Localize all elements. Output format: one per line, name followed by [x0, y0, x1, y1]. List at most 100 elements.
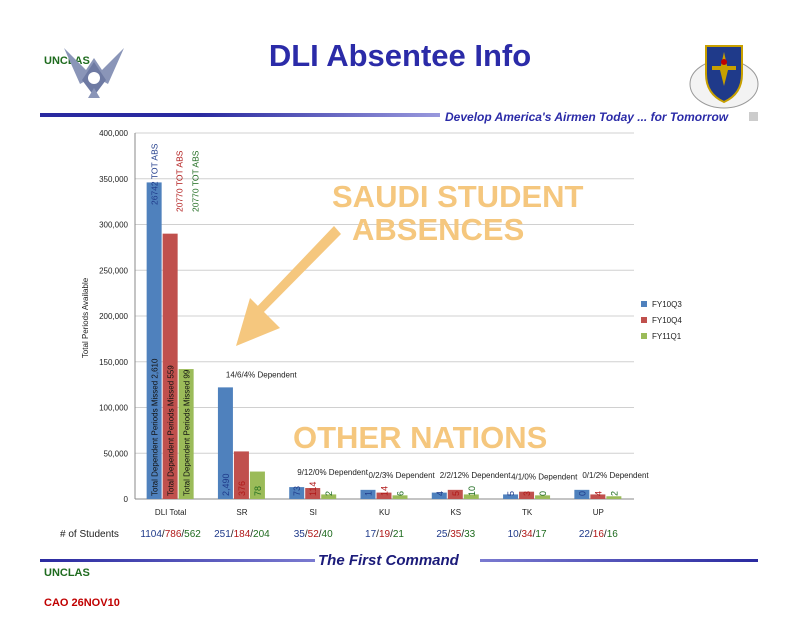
students-separator: /: [250, 529, 253, 540]
bar-fy11q1: [321, 494, 337, 499]
date-code: CAO 26NOV10: [44, 597, 120, 609]
legend-swatch: [641, 333, 647, 339]
students-value: 34: [522, 529, 534, 540]
students-value: 251: [214, 529, 231, 540]
students-value: 21: [393, 529, 405, 540]
x-tick-label: KU: [379, 508, 390, 517]
bar-value-label: 376: [237, 481, 247, 496]
bar-value-label: 4: [593, 491, 603, 496]
students-separator: /: [305, 529, 308, 540]
students-row-label: # of Students: [60, 529, 119, 540]
students-count: 17/19/21: [365, 529, 404, 540]
students-value: 33: [464, 529, 476, 540]
students-count: 1104/786/562: [140, 529, 201, 540]
bar-value-label: 73: [292, 486, 302, 496]
bar-value-label: 5: [451, 491, 461, 496]
bar-value-label: 10: [467, 486, 477, 496]
air-force-wings-icon: [64, 48, 124, 98]
overlay-arrow: [236, 226, 341, 346]
students-value: 22: [579, 529, 591, 540]
y-tick-label: 250,000: [99, 266, 128, 275]
dependent-label: 0/2/3% Dependent: [369, 471, 436, 480]
bar-value-label: 5: [506, 491, 516, 496]
legend-label: FY10Q3: [652, 300, 682, 309]
aetc-shield-icon: [689, 45, 759, 109]
y-tick-label: 200,000: [99, 312, 128, 321]
bar-fy10q3: [503, 494, 519, 499]
bar-fy11q1: [463, 494, 479, 499]
y-tick-label: 300,000: [99, 221, 128, 230]
students-separator: /: [231, 529, 234, 540]
bar-fy10q4: [233, 451, 249, 499]
bar-fy10q4: [590, 494, 606, 499]
y-tick-label: 150,000: [99, 358, 128, 367]
students-value: 786: [165, 529, 182, 540]
bar-value-label: Total Dependent Periods Missed 99: [183, 369, 192, 496]
bar-fy11q1: [392, 495, 408, 499]
bar-fy10q3: [146, 182, 162, 499]
bar-fy11q1: [178, 369, 194, 499]
bar-fy10q3: [431, 492, 447, 499]
bar-fy11q1: [249, 471, 265, 499]
legend-swatch: [641, 301, 647, 307]
y-tick-label: 100,000: [99, 404, 128, 413]
bar-value-label: 6: [396, 491, 406, 496]
chart-legend: FY10Q3 FY10Q4 FY11Q1: [641, 300, 682, 341]
overlay-saudi-line1: SAUDI STUDENT: [332, 179, 584, 214]
bar-fy10q3: [289, 487, 305, 499]
legend-label: FY10Q4: [652, 316, 682, 325]
students-value: 17: [535, 529, 547, 540]
students-value: 1104: [140, 529, 162, 540]
total-absences-label: 20770 TOT ABS: [175, 150, 185, 212]
x-tick-label: KS: [450, 508, 461, 517]
x-tick-label: DLI Total: [155, 508, 187, 517]
chart-bars: [146, 182, 622, 499]
bar-value-label: 2: [609, 491, 619, 496]
students-separator: /: [376, 529, 379, 540]
bar-fy10q4: [305, 488, 321, 499]
footer-rule-left: [40, 559, 315, 562]
students-separator: /: [533, 529, 536, 540]
students-value: 184: [234, 529, 251, 540]
students-separator: /: [461, 529, 464, 540]
y-tick-label: 0: [124, 495, 129, 504]
x-tick-label: UP: [593, 508, 604, 517]
students-value: 562: [184, 529, 201, 540]
header-rule: [40, 113, 440, 117]
students-count: 25/35/33: [436, 529, 475, 540]
page-title: DLI Absentee Info: [268, 38, 532, 73]
bar-value-label: 78: [253, 486, 263, 496]
students-value: 25: [436, 529, 448, 540]
bar-value-label: 0: [538, 491, 548, 496]
bar-fy10q4: [519, 491, 535, 499]
dependent-label: 9/12/0% Dependent: [297, 468, 369, 477]
y-tick-label: 50,000: [104, 449, 129, 458]
students-separator: /: [181, 529, 184, 540]
x-tick-label: SR: [236, 508, 247, 517]
students-value: 16: [593, 529, 605, 540]
students-value: 16: [607, 529, 619, 540]
bar-fy11q1: [535, 495, 551, 499]
bar-value-label: 114: [308, 482, 318, 496]
y-axis-label: Total Periods Available: [81, 277, 90, 358]
total-absences-label: 26742 TOT ABS: [150, 143, 160, 205]
students-count: 22/16/16: [579, 529, 618, 540]
bar-value-label: 0: [577, 491, 587, 496]
students-count: 35/52/40: [294, 529, 333, 540]
x-tick-label: SI: [309, 508, 317, 517]
dependent-label: 4/1/0% Dependent: [511, 473, 578, 482]
legend-label: FY11Q1: [652, 332, 682, 341]
bar-value-label: 1: [364, 491, 374, 496]
y-tick-label: 350,000: [99, 175, 128, 184]
tagline-box: [749, 112, 758, 121]
bar-fy10q3: [360, 489, 376, 499]
students-separator: /: [319, 529, 322, 540]
arrow-shaft: [252, 226, 341, 318]
overlay-saudi-line2: ABSENCES: [352, 212, 524, 247]
students-count: 10/34/17: [508, 529, 547, 540]
students-value: 19: [379, 529, 391, 540]
dependent-label: 0/1/2% Dependent: [582, 471, 649, 480]
students-value: 204: [253, 529, 270, 540]
students-separator: /: [162, 529, 165, 540]
